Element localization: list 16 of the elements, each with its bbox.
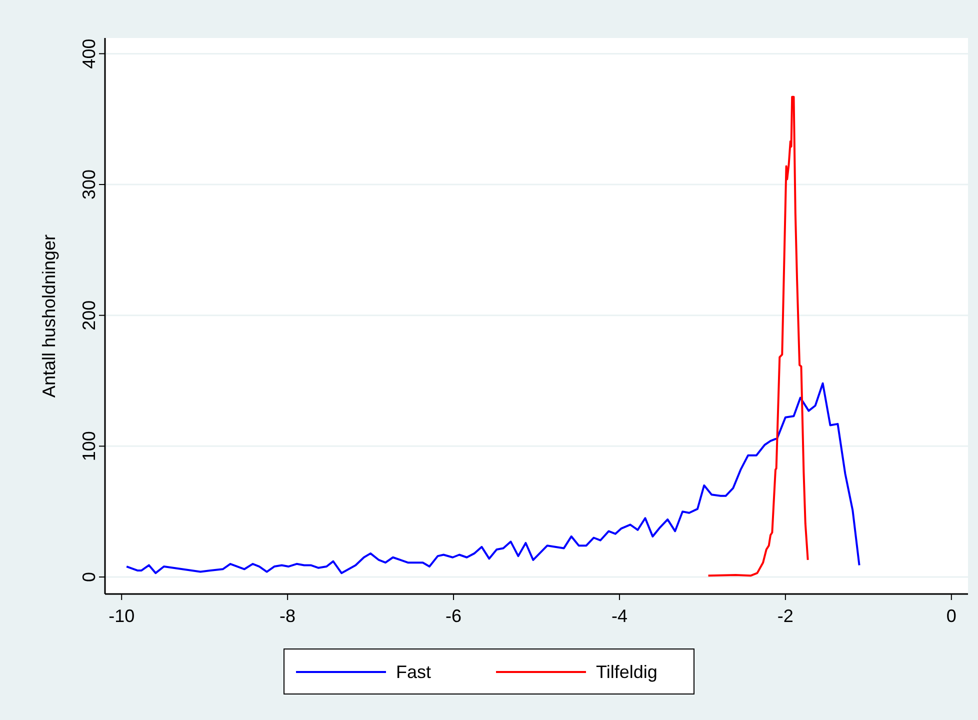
x-tick-label: -4 [611, 606, 628, 626]
y-tick-label: 400 [79, 38, 99, 69]
legend-label: Tilfeldig [596, 662, 658, 682]
y-tick-label: 0 [79, 572, 99, 582]
line-series [126, 382, 860, 574]
x-tick-label: -6 [446, 606, 462, 626]
x-tick-label: -2 [777, 606, 794, 626]
x-tick-label: -8 [280, 606, 296, 626]
x-tick-label: -10 [108, 606, 135, 626]
y-tick-label: 200 [79, 300, 99, 330]
y-tick-label: 300 [79, 170, 99, 200]
y-tick-label: 100 [79, 431, 99, 462]
legend-label: Fast [396, 662, 432, 682]
y-axis-title: Antall husholdninger [39, 234, 59, 398]
x-tick-label: 0 [946, 606, 956, 626]
line-series [707, 96, 809, 577]
